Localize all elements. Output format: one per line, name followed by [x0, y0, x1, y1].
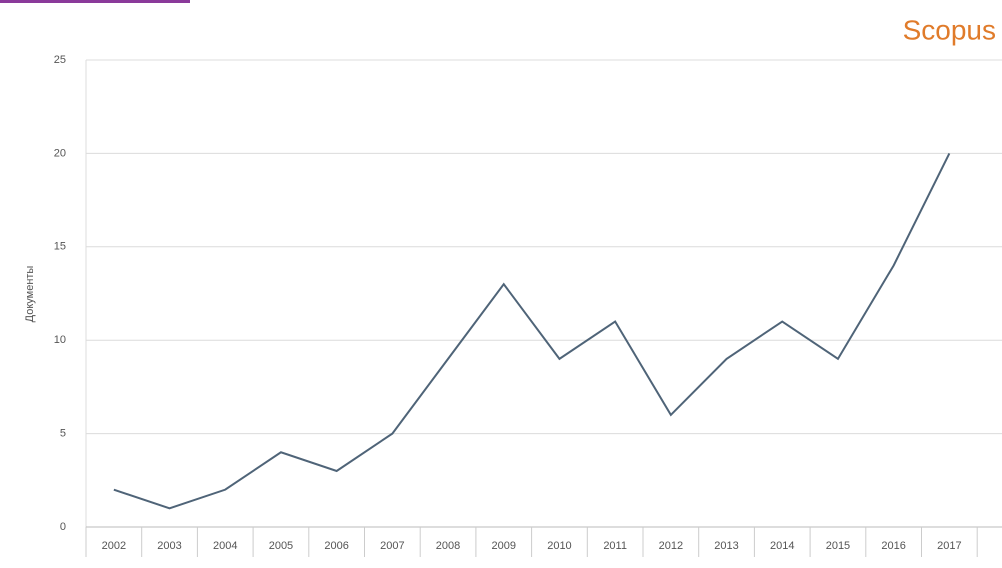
y-tick-label: 10 — [54, 334, 66, 346]
y-axis-label: Документы — [24, 266, 36, 323]
logo: Scopus — [903, 14, 996, 45]
x-tick-label: 2014 — [770, 540, 794, 552]
y-tick-label: 20 — [54, 147, 66, 159]
x-tick-label: 2005 — [269, 540, 293, 552]
x-tick-label: 2002 — [102, 540, 126, 552]
x-tick-label: 2003 — [157, 540, 181, 552]
x-tick-label: 2008 — [436, 540, 460, 552]
x-tick-label: 2009 — [492, 540, 516, 552]
decor-bar — [0, 0, 190, 3]
x-tick-label: 2010 — [547, 540, 571, 552]
x-tick-label: 2004 — [213, 540, 237, 552]
x-tick-label: 2012 — [659, 540, 683, 552]
x-tick-label: 2006 — [324, 540, 348, 552]
data-line — [113, 152, 951, 510]
y-tick-label: 25 — [54, 54, 66, 66]
x-tick-label: 2007 — [380, 540, 404, 552]
x-tick-label: 2016 — [881, 540, 905, 552]
y-tick-label: 15 — [54, 241, 66, 253]
x-tick-label: 2013 — [714, 540, 738, 552]
y-tick-label: 5 — [60, 428, 66, 440]
x-tick-label: 2015 — [826, 540, 850, 552]
y-tick-label: 0 — [60, 521, 66, 533]
x-tick-label: 2011 — [603, 540, 627, 552]
x-tick-label: 2017 — [937, 540, 961, 552]
